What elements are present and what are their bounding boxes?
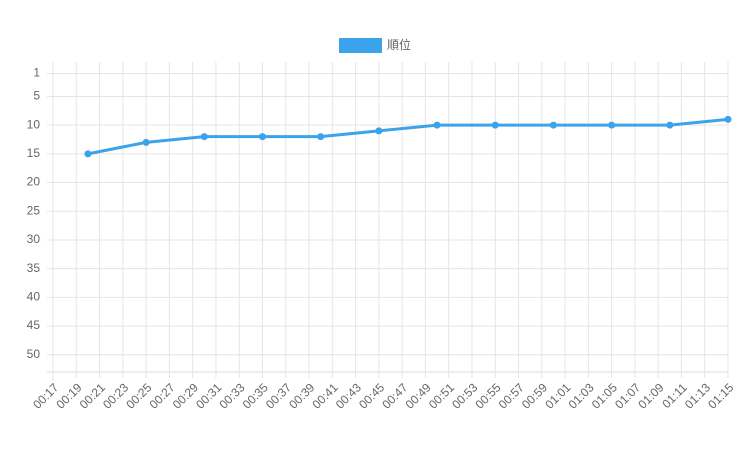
line xyxy=(87,117,729,156)
y-tick-label: 30 xyxy=(27,232,41,246)
y-tick-label: 50 xyxy=(27,347,41,361)
y-tick-label: 10 xyxy=(27,117,41,131)
x-tick-label: 00:31 xyxy=(193,380,224,411)
x-tick-label: 00:57 xyxy=(496,380,527,411)
x-tick-label: 00:49 xyxy=(403,380,434,411)
x-tick-label: 00:45 xyxy=(356,380,387,411)
x-tick-label: 00:47 xyxy=(379,380,410,411)
x-tick-label: 00:27 xyxy=(147,380,178,411)
x-tick-label: 01:13 xyxy=(682,380,713,411)
x-tick-label: 00:17 xyxy=(30,380,61,411)
x-tick-label: 00:25 xyxy=(123,380,154,411)
point xyxy=(433,121,441,129)
point xyxy=(724,115,732,123)
point xyxy=(375,127,383,135)
x-tick-label: 00:35 xyxy=(240,380,271,411)
x-tick-label: 01:03 xyxy=(566,380,597,411)
x-tick-label: 00:33 xyxy=(216,380,247,411)
point xyxy=(317,133,325,141)
x-tick-label: 00:43 xyxy=(333,380,364,411)
x-tick-label: 00:19 xyxy=(54,380,85,411)
legend-label: 順位 xyxy=(387,37,411,52)
y-tick-label: 15 xyxy=(27,146,41,160)
x-tick-label: 00:23 xyxy=(100,380,131,411)
x-tick-label: 01:09 xyxy=(635,380,666,411)
x-tick-label: 00:39 xyxy=(286,380,317,411)
x-tick-label: 00:37 xyxy=(263,380,294,411)
x-tick-label: 00:53 xyxy=(449,380,480,411)
x-tick-label: 01:01 xyxy=(542,380,573,411)
x-tick-label: 00:51 xyxy=(426,380,457,411)
x-tick-label: 00:21 xyxy=(77,380,108,411)
x-tick-label: 01:07 xyxy=(612,380,643,411)
y-tick-label: 25 xyxy=(27,203,41,217)
point xyxy=(491,121,499,129)
point xyxy=(608,121,616,129)
point xyxy=(549,121,557,129)
point xyxy=(142,138,150,146)
point xyxy=(258,133,266,141)
x-tick-label: 01:15 xyxy=(705,380,736,411)
y-tick-label: 45 xyxy=(27,318,41,332)
y-tick-label: 40 xyxy=(27,290,41,304)
point xyxy=(666,121,674,129)
point xyxy=(200,133,208,141)
x-tick-label: 00:59 xyxy=(519,380,550,411)
y-tick-label: 1 xyxy=(33,66,40,80)
x-tick-label: 00:55 xyxy=(472,380,503,411)
y-tick-label: 20 xyxy=(27,175,41,189)
point xyxy=(84,150,92,158)
legend-swatch xyxy=(339,38,382,53)
x-tick-label: 01:05 xyxy=(589,380,620,411)
x-tick-label: 00:29 xyxy=(170,380,201,411)
y-tick-label: 5 xyxy=(33,89,40,103)
x-tick-label: 00:41 xyxy=(310,380,341,411)
y-tick-label: 35 xyxy=(27,261,41,275)
